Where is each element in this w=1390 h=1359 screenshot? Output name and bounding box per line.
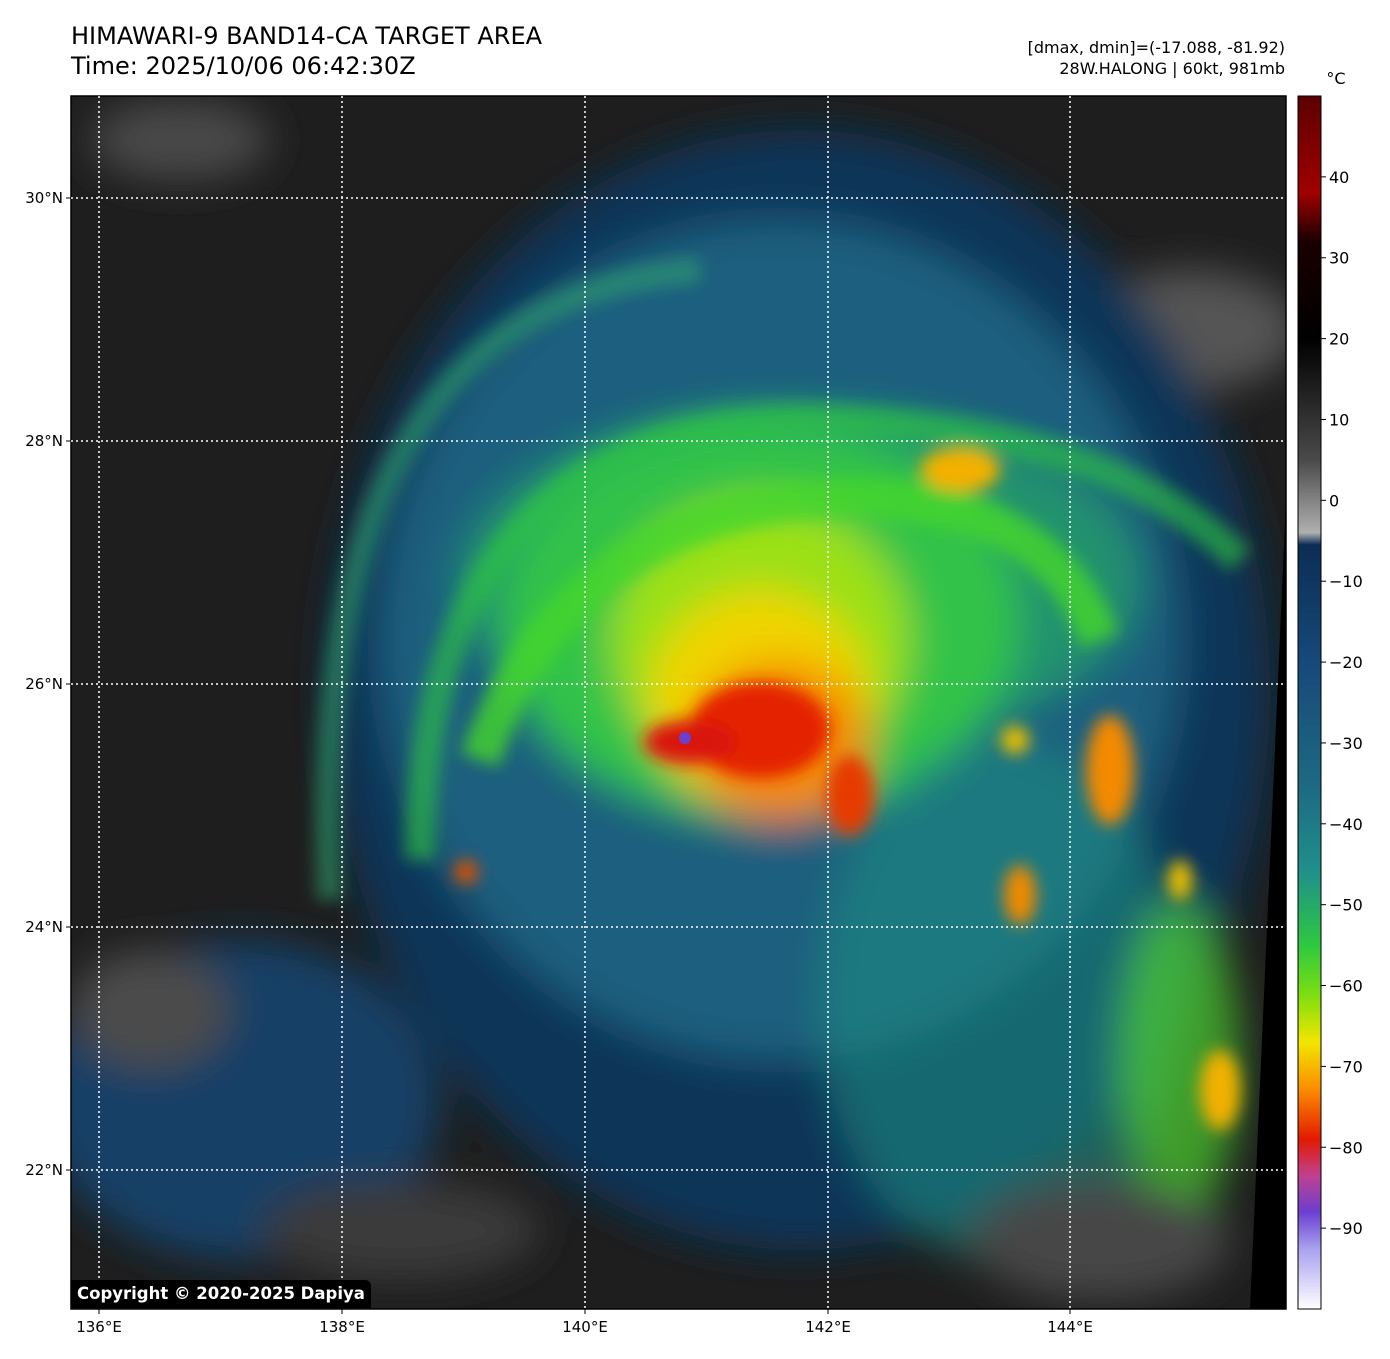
colorbar <box>1297 95 1322 1310</box>
colorbar-tick-label: −40 <box>1329 815 1363 834</box>
title-line-2: Time: 2025/10/06 06:42:30Z <box>71 52 416 80</box>
lat-label: 22°N <box>25 1161 63 1179</box>
colorbar-tick-label: 0 <box>1329 491 1339 510</box>
colorbar-tick-label: 10 <box>1329 410 1349 429</box>
colorbar-tick-label: −10 <box>1329 572 1363 591</box>
lon-label: 138°E <box>319 1318 365 1336</box>
satellite-imagery <box>71 96 1286 1309</box>
copyright-badge: Copyright © 2020-2025 Dapiya <box>71 1280 371 1308</box>
colorbar-tick-label: −70 <box>1329 1057 1363 1076</box>
lat-label: 26°N <box>25 675 63 693</box>
axis-labels: 136°E 138°E 140°E 142°E 144°E 30°N 28°N 26°N 24°… <box>25 189 1093 1336</box>
gridlines <box>66 96 1286 1314</box>
colorbar-tick-label: −80 <box>1329 1138 1363 1157</box>
title-line-1: HIMAWARI-9 BAND14-CA TARGET AREA <box>71 22 543 50</box>
colorbar-tick-label: 40 <box>1329 168 1349 187</box>
storm-center-marker <box>679 732 691 744</box>
colorbar-tick-label: 30 <box>1329 249 1349 268</box>
lat-label: 24°N <box>25 918 63 936</box>
colorbar-tick-label: −20 <box>1329 653 1363 672</box>
colorbar-ticks: 40 30 20 10 0 −10 −20 −30 −40 −50 −60 −70 −80 −90 <box>1321 168 1363 1238</box>
lat-label: 28°N <box>25 432 63 450</box>
lon-label: 136°E <box>76 1318 122 1336</box>
map-frame <box>70 95 1287 1310</box>
colorbar-unit: °C <box>1326 69 1345 88</box>
colorbar-tick-label: −60 <box>1329 977 1363 996</box>
lat-label: 30°N <box>25 189 63 207</box>
dmax-dmin-readout: [dmax, dmin]=(-17.088, -81.92) <box>1027 38 1285 57</box>
lon-label: 144°E <box>1047 1318 1093 1336</box>
lon-label: 140°E <box>562 1318 608 1336</box>
colorbar-tick-label: −50 <box>1329 896 1363 915</box>
colorbar-tick-label: −30 <box>1329 734 1363 753</box>
storm-info: 28W.HALONG | 60kt, 981mb <box>1059 59 1285 78</box>
lon-label: 142°E <box>805 1318 851 1336</box>
colorbar-tick-label: −90 <box>1329 1219 1363 1238</box>
colorbar-tick-label: 20 <box>1329 330 1349 349</box>
